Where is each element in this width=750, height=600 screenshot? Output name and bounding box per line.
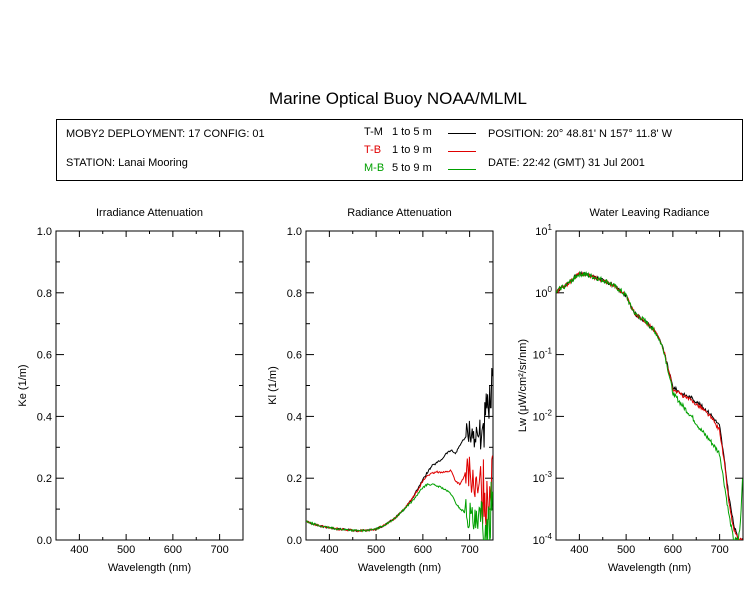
y-tick-label: 10-3 [533, 470, 553, 485]
x-axis-label: Wavelength (nm) [608, 562, 691, 574]
y-axis-label: Kl (1/m) [267, 366, 279, 405]
y-tick-label: 10-4 [533, 532, 553, 547]
y-tick-exponent: -3 [545, 470, 553, 479]
legend-code-m-b: M-B [364, 162, 385, 174]
plot-frame [305, 230, 494, 541]
chart-1: Irradiance Attenuation 400 500 600 700 0.0 0.2… [17, 207, 244, 574]
y-tick-exponent: 1 [548, 223, 553, 232]
x-tick-label: 600 [414, 544, 432, 556]
x-tick-label: 500 [367, 544, 385, 556]
series-line-2 [556, 270, 743, 540]
info-box: MOBY2 DEPLOYMENT: 17 CONFIG: 01 STATION:… [56, 119, 743, 181]
legend-line-t-b [448, 151, 476, 152]
x-tick-label: 600 [164, 544, 182, 556]
legend-code-t-b: T-B [364, 144, 382, 156]
y-tick-label: 0.4 [37, 411, 52, 423]
plot-frame [55, 230, 244, 541]
deployment-text: MOBY2 DEPLOYMENT: 17 CONFIG: 01 [66, 128, 265, 140]
y-tick-label: 0.8 [37, 288, 52, 300]
legend-range-t-b: 1 to 9 m [392, 144, 432, 156]
x-tick-label: 500 [117, 544, 135, 556]
y-axis-label: Ke (1/m) [17, 364, 29, 406]
x-tick-label: 500 [617, 544, 635, 556]
y-tick-exponent: -4 [545, 532, 553, 541]
x-axis-label: Wavelength (nm) [358, 562, 441, 574]
station-text: STATION: Lanai Mooring [66, 157, 188, 169]
y-tick-label: 10-1 [533, 347, 553, 362]
x-tick-label: 600 [664, 544, 682, 556]
x-tick-label: 400 [320, 544, 338, 556]
y-tick-label: 10-2 [533, 408, 553, 423]
y-tick-label: 100 [535, 285, 552, 300]
y-tick-label: 0.6 [37, 350, 52, 362]
y-tick-label: 0.2 [287, 473, 302, 485]
y-tick-exponent: -1 [545, 347, 553, 356]
x-tick-label: 700 [210, 544, 228, 556]
y-tick-exponent: 0 [548, 285, 553, 294]
series-line-1 [556, 270, 743, 540]
x-axis-label: Wavelength (nm) [108, 562, 191, 574]
y-tick-label: 0.8 [287, 288, 302, 300]
x-tick-label: 700 [460, 544, 478, 556]
series-line-1 [306, 367, 493, 533]
y-tick-label: 0.2 [37, 473, 52, 485]
legend-range-t-m: 1 to 5 m [392, 126, 432, 138]
y-axis-label: Lw (μW/cm²/sr/nm) [517, 339, 529, 432]
y-tick-label: 1.0 [287, 226, 302, 238]
y-tick-label: 0.0 [287, 535, 302, 547]
position-text: POSITION: 20° 48.81' N 157° 11.8' W [488, 128, 672, 140]
y-tick-label: 0.6 [287, 350, 302, 362]
legend-range-m-b: 5 to 9 m [392, 162, 432, 174]
chart-3: Water Leaving Radiance 400 500 600 700 101 100… [517, 207, 744, 574]
legend-code-t-m: T-M [364, 126, 383, 138]
x-tick-label: 400 [70, 544, 88, 556]
chart-2: Radiance Attenuation 400 500 600 700 0.0 0.2 0.… [267, 207, 494, 574]
date-text: DATE: 22:42 (GMT) 31 Jul 2001 [488, 157, 645, 169]
y-tick-label: 1.0 [37, 226, 52, 238]
y-tick-exponent: -2 [545, 408, 553, 417]
x-tick-label: 700 [710, 544, 728, 556]
series-line-2 [306, 455, 493, 533]
x-tick-label: 400 [570, 544, 588, 556]
chart-title: Water Leaving Radiance [589, 207, 709, 219]
y-tick-label: 101 [535, 223, 552, 238]
series-line-3 [556, 270, 743, 540]
chart-title: Radiance Attenuation [347, 207, 452, 219]
legend-line-t-m [448, 133, 476, 134]
chart-title: Irradiance Attenuation [96, 207, 203, 219]
y-tick-label: 0.4 [287, 411, 302, 423]
y-tick-label: 0.0 [37, 535, 52, 547]
page-title: Marine Optical Buoy NOAA/MLML [269, 89, 527, 108]
series-line-3 [306, 481, 493, 540]
plot-frame [555, 230, 744, 541]
legend-line-m-b [448, 169, 476, 170]
